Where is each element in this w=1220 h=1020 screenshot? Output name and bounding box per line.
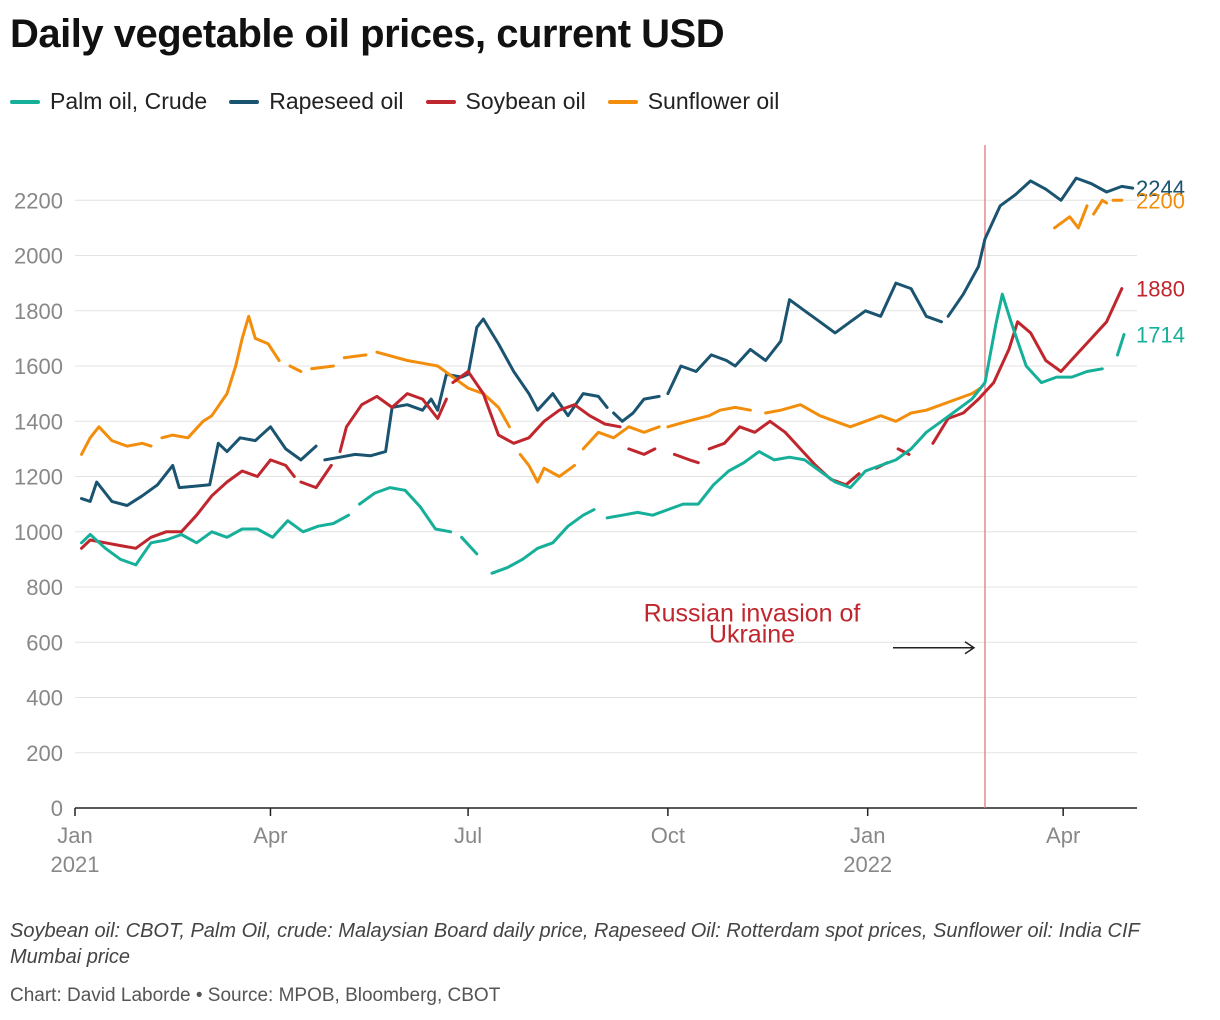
legend-swatch-sunflower-oil: [607, 99, 638, 104]
y-tick-label-0: 0: [51, 796, 63, 821]
end-label-soybean-oil: 1880: [1136, 277, 1185, 302]
series-line-rapeseed-oil-0: [80, 425, 318, 507]
legend: Palm oil, Crude Rapeseed oil Soybean oil…: [10, 88, 779, 115]
x-tick-sublabel-4: 2022: [843, 852, 892, 877]
legend-swatch-rapeseed-oil: [229, 99, 260, 104]
series-line-soybean-oil-4: [627, 447, 657, 456]
series-line-sunflower-oil-8: [666, 405, 752, 429]
legend-item-palm-oil: Palm oil, Crude: [10, 88, 207, 115]
series-line-soybean-oil-9: [931, 287, 1124, 445]
series-line-rapeseed-oil-4: [946, 176, 1135, 318]
y-tick-label-2000: 2000: [14, 244, 63, 269]
y-tick-label-1800: 1800: [14, 299, 63, 324]
series-line-rapeseed-oil-3: [666, 281, 943, 396]
x-tick-label-0: Jan: [57, 823, 92, 848]
end-label-rapeseed-oil: 2244: [1136, 176, 1185, 201]
x-tick-label-3: Oct: [651, 823, 685, 848]
end-label-palm-oil-crude: 1714: [1136, 323, 1185, 348]
series-line-sunflower-oil-11: [1092, 198, 1109, 216]
series-line-rapeseed-oil-1: [323, 317, 609, 462]
annotation-arrow-head: [964, 641, 976, 655]
y-tick-label-2200: 2200: [14, 188, 63, 213]
y-tick-label-1200: 1200: [14, 465, 63, 490]
series-line-soybean-oil-3: [451, 370, 622, 445]
series-line-palm-oil-crude-4: [605, 292, 1104, 520]
y-tick-label-800: 800: [26, 575, 63, 600]
series-line-soybean-oil-0: [80, 458, 296, 550]
y-tick-label-600: 600: [26, 630, 63, 655]
legend-label-rapeseed-oil: Rapeseed oil: [269, 88, 404, 114]
y-tick-label-200: 200: [26, 741, 63, 766]
y-tick-label-1000: 1000: [14, 520, 63, 545]
legend-label-sunflower-oil: Sunflower oil: [647, 88, 780, 114]
x-tick-label-4: Jan: [850, 823, 885, 848]
series-line-sunflower-oil-2: [288, 364, 303, 373]
series-line-palm-oil-crude-5: [1116, 333, 1126, 357]
series-line-sunflower-oil-3: [310, 364, 335, 371]
x-tick-label-1: Apr: [253, 823, 287, 848]
series-line-sunflower-oil-4: [342, 353, 368, 360]
chart-title: Daily vegetable oil prices, current USD: [10, 12, 725, 56]
y-tick-label-400: 400: [26, 686, 63, 711]
series-line-sunflower-oil-0: [80, 425, 153, 456]
annotation-text-line2: Ukraine: [709, 620, 795, 648]
series-line-palm-oil-crude-1: [358, 486, 453, 534]
series-line-rapeseed-oil-2: [612, 394, 661, 423]
legend-swatch-soybean-oil: [425, 99, 456, 104]
series-line-soybean-oil-5: [672, 452, 700, 465]
series-line-soybean-oil-2: [338, 392, 448, 454]
chart-credit: Chart: David Laborde • Source: MPOB, Blo…: [10, 985, 501, 1006]
y-tick-label-1600: 1600: [14, 354, 63, 379]
line-chart: 0 200 400 600 800 1000 1200 1400 1600 1800 2000 220…: [14, 145, 1185, 877]
legend-label-soybean-oil: Soybean oil: [465, 88, 586, 114]
series-line-sunflower-oil-5: [375, 350, 511, 429]
series-line-palm-oil-crude-3: [490, 508, 596, 575]
x-tick-label-5: Apr: [1046, 823, 1080, 848]
series-line-sunflower-oil-6: [518, 452, 576, 484]
legend-label-palm-oil: Palm oil, Crude: [50, 88, 208, 114]
legend-item-soybean-oil: Soybean oil: [425, 88, 586, 115]
series-line-sunflower-oil-1: [160, 314, 281, 440]
annotation-text-line1: Russian invasion of: [644, 600, 861, 628]
legend-item-sunflower-oil: Sunflower oil: [607, 88, 780, 115]
series-line-soybean-oil-6: [707, 419, 861, 487]
legend-item-rapeseed-oil: Rapeseed oil: [229, 88, 404, 115]
series-line-palm-oil-crude-2: [460, 535, 479, 556]
series-line-sunflower-oil-7: [581, 425, 661, 451]
series-line-soybean-oil-1: [299, 463, 333, 490]
x-tick-sublabel-0: 2021: [51, 852, 100, 877]
x-tick-label-2: Jul: [454, 823, 482, 848]
series-line-sunflower-oil-10: [1053, 204, 1089, 230]
series-line-palm-oil-crude-0: [80, 513, 351, 567]
legend-swatch-palm-oil: [10, 99, 40, 104]
source-note: Soybean oil: CBOT, Palm Oil, crude: Mala…: [10, 920, 1140, 968]
end-label-sunflower-oil: 2200: [1136, 188, 1185, 213]
y-tick-label-1400: 1400: [14, 409, 63, 434]
series-line-sunflower-oil-9: [764, 386, 983, 429]
